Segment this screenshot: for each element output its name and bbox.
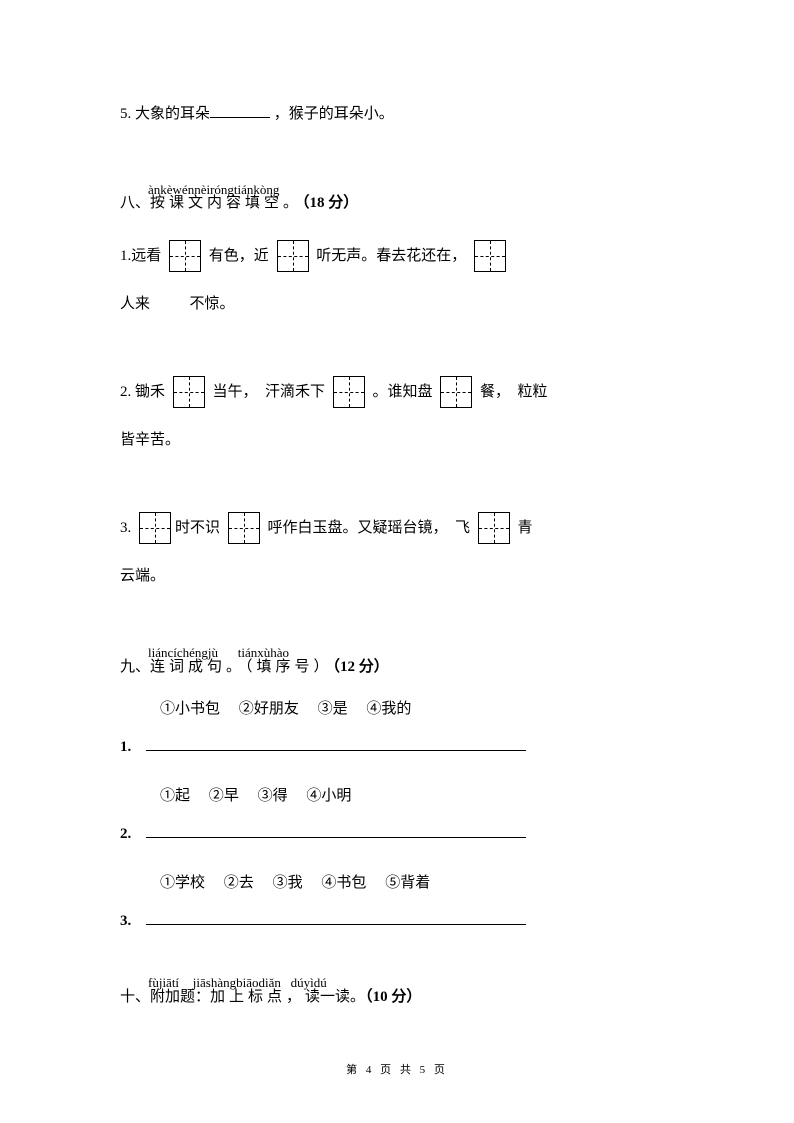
sec9-q1: ①小书包 ②好朋友 ③是 ④我的 1.: [120, 696, 674, 761]
char-box[interactable]: [333, 376, 365, 408]
opt: 好朋友: [254, 701, 299, 717]
sec9-q1-answer: 1.: [120, 733, 674, 761]
sec8-q3-t2: 呼作白玉盘。又疑瑶台镜， 飞: [268, 520, 471, 536]
section-9-header: liáncíchéngjù tiánxùhào 九、连词成句。（填序号）（12 …: [120, 640, 674, 676]
sec10-title-row: 十、附加题：加上标点，读一读。（10 分）: [120, 988, 674, 1006]
q5-after: ，猴子的耳朵小。: [274, 106, 394, 122]
question-5: 5. 大象的耳朵 ，猴子的耳朵小。: [120, 100, 674, 128]
sec8-num: 八、: [120, 195, 150, 211]
char-box[interactable]: [169, 240, 201, 272]
sec9-title1: 连词成句。: [150, 659, 245, 675]
sec8-q1-t4: 人来: [120, 296, 150, 312]
sec9-q3-num: 3.: [120, 913, 131, 929]
sec8-q1-num: 1.: [120, 248, 131, 264]
sec10-title2: 加上标点，: [210, 989, 305, 1005]
q5-blank[interactable]: [210, 100, 270, 118]
sec8-q2-num: 2.: [120, 384, 131, 400]
circled-1: ①: [160, 701, 175, 717]
opt: 早: [224, 788, 239, 804]
sec8-q1-t5: 不惊。: [190, 296, 235, 312]
char-box[interactable]: [440, 376, 472, 408]
opt: 学校: [175, 875, 205, 891]
circled-3: ③: [318, 701, 333, 717]
answer-blank[interactable]: [146, 907, 526, 925]
opt: 背着: [400, 875, 430, 891]
sec9-q1-num: 1.: [120, 739, 131, 755]
opt: 小书包: [175, 701, 220, 717]
char-box[interactable]: [277, 240, 309, 272]
circled-2: ②: [239, 701, 254, 717]
sec8-q2: 2. 锄禾 当午， 汗滴禾下 。谁知盘 餐， 粒粒 皆辛苦。: [120, 368, 674, 464]
char-box[interactable]: [173, 376, 205, 408]
sec9-q2-answer: 2.: [120, 820, 674, 848]
sec8-q2-t2: 当午， 汗滴禾下: [213, 384, 326, 400]
answer-blank[interactable]: [146, 820, 526, 838]
sec9-pinyin-row: liáncíchéngjù tiánxùhào: [120, 640, 674, 658]
sec10-points: （10 分）: [365, 989, 421, 1005]
char-box[interactable]: [139, 512, 171, 544]
char-box[interactable]: [474, 240, 506, 272]
opt: 是: [333, 701, 348, 717]
sec9-q2-num: 2.: [120, 826, 131, 842]
sec10-pinyin-row: fùjiātí jiāshàngbiāodiǎn dúyìdú: [120, 970, 674, 988]
sec8-q1-t2: 有色，近: [209, 248, 269, 264]
circled-3: ③: [273, 875, 288, 891]
sec8-q2-t3: 。谁知盘: [373, 384, 433, 400]
opt: 书包: [336, 875, 366, 891]
circled-5: ⑤: [385, 875, 400, 891]
circled-4: ④: [321, 875, 336, 891]
sec9-q2: ①起 ②早 ③得 ④小明 2.: [120, 783, 674, 848]
opt: 去: [239, 875, 254, 891]
sec9-points: （12 分）: [333, 659, 389, 675]
section-8-header: ànkèwénnèiróngtiánkòng 八、按课文内容填空。（18 分）: [120, 178, 674, 212]
q5-num: 5.: [120, 106, 131, 122]
sec9-q2-opts: ①起 ②早 ③得 ④小明: [160, 783, 674, 810]
sec9-q3-opts: ①学校 ②去 ③我 ④书包 ⑤背着: [160, 870, 674, 897]
sec9-q3: ①学校 ②去 ③我 ④书包 ⑤背着 3.: [120, 870, 674, 935]
char-box[interactable]: [478, 512, 510, 544]
circled-4: ④: [306, 788, 321, 804]
sec9-q1-opts: ①小书包 ②好朋友 ③是 ④我的: [160, 696, 674, 723]
opt: 得: [273, 788, 288, 804]
sec8-q3-num: 3.: [120, 520, 131, 536]
circled-1: ①: [160, 875, 175, 891]
sec10-title1: 附加题：: [150, 989, 210, 1005]
sec8-q3: 3. 时不识 呼作白玉盘。又疑瑶台镜， 飞 青 云端。: [120, 504, 674, 600]
sec8-q3-t4: 云端。: [120, 568, 165, 584]
sec8-q1-t1: 远看: [131, 248, 161, 264]
circled-2: ②: [209, 788, 224, 804]
sec9-q3-answer: 3.: [120, 907, 674, 935]
sec9-title2: （填序号）: [245, 659, 333, 675]
opt: 小明: [321, 788, 351, 804]
sec10-title3: 读一读。: [305, 989, 365, 1005]
sec8-q3-t1: 时不识: [175, 520, 220, 536]
circled-2: ②: [224, 875, 239, 891]
section-10-header: fùjiātí jiāshàngbiāodiǎn dúyìdú 十、附加题：加上…: [120, 970, 674, 1006]
sec9-num: 九、: [120, 659, 150, 675]
circled-3: ③: [258, 788, 273, 804]
circled-1: ①: [160, 788, 175, 804]
answer-blank[interactable]: [146, 733, 526, 751]
sec8-q1: 1.远看 有色，近 听无声。春去花还在， 人来 不惊。: [120, 232, 674, 328]
circled-4: ④: [366, 701, 381, 717]
sec8-q1-t3: 听无声。春去花还在，: [316, 248, 466, 264]
page-footer: 第 4 页 共 5 页: [0, 1061, 794, 1081]
sec8-q2-t5: 皆辛苦。: [120, 432, 180, 448]
sec9-title-row: 九、连词成句。（填序号）（12 分）: [120, 658, 674, 676]
sec8-q2-t1: 锄禾: [135, 384, 165, 400]
sec8-q2-t4: 餐， 粒粒: [480, 384, 548, 400]
char-box[interactable]: [228, 512, 260, 544]
sec8-q3-t3: 青: [518, 520, 533, 536]
sec8-title-row: 八、按课文内容填空。（18 分）: [120, 194, 674, 212]
opt: 我: [288, 875, 303, 891]
opt: 我的: [381, 701, 411, 717]
sec8-points: （18 分）: [302, 195, 358, 211]
sec10-num: 十、: [120, 989, 150, 1005]
opt: 起: [175, 788, 190, 804]
sec8-title: 按课文内容填空。: [150, 195, 302, 211]
q5-before: 大象的耳朵: [135, 106, 210, 122]
